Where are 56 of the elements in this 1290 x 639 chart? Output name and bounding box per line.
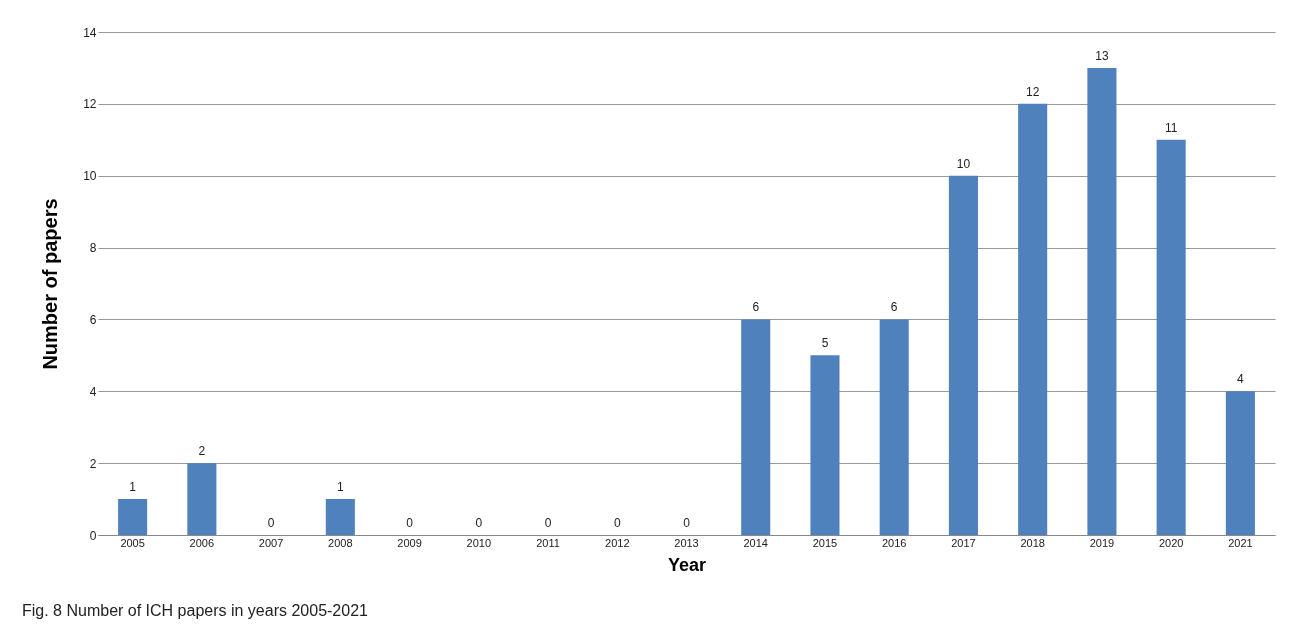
data-label: 10	[956, 156, 971, 171]
bar	[1225, 391, 1255, 535]
data-label: 6	[890, 300, 898, 315]
data-label: 0	[613, 516, 621, 530]
bar	[118, 499, 148, 535]
data-label: 5	[821, 336, 829, 351]
bar	[1156, 139, 1186, 535]
x-tick-label: 2007	[258, 536, 284, 549]
y-tick-label: 14	[83, 25, 97, 40]
x-tick-label: 2006	[189, 536, 215, 549]
data-label: 12	[1026, 84, 1040, 99]
bar	[879, 319, 909, 535]
bar	[810, 355, 840, 535]
y-tick-label: 4	[89, 384, 97, 399]
y-axis-title: Number of papers	[39, 198, 62, 370]
data-label: 0	[267, 516, 275, 530]
data-label: 1	[336, 480, 344, 495]
bar	[325, 499, 355, 535]
data-label: 2	[198, 444, 206, 459]
x-tick-label: 2013	[674, 536, 699, 549]
data-label: 0	[544, 516, 552, 530]
y-tick-label: 6	[89, 312, 97, 327]
bar	[1087, 67, 1117, 535]
x-tick-label: 2019	[1089, 536, 1115, 549]
x-tick-label: 2014	[743, 536, 768, 549]
y-tick-label: 8	[89, 241, 97, 256]
x-tick-label: 2009	[397, 536, 422, 549]
x-tick-label: 2021	[1228, 536, 1253, 549]
bar	[741, 319, 771, 535]
y-tick-label: 2	[89, 456, 97, 471]
data-label: 13	[1095, 48, 1109, 63]
data-label: 1	[129, 480, 137, 495]
y-tick-label: 10	[83, 169, 97, 184]
y-tick-label: 12	[83, 97, 97, 112]
x-tick-label: 2011	[536, 536, 560, 549]
x-tick-label: 2017	[951, 536, 976, 549]
caption: Fig. 8 Number of ICH papers in years 2005-2021	[22, 602, 368, 620]
y-tick-label: 0	[89, 528, 97, 543]
x-tick-label: 2020	[1158, 536, 1184, 549]
data-label: 0	[475, 516, 483, 530]
x-tick-label: 2018	[1020, 536, 1045, 549]
data-label: 0	[406, 516, 414, 530]
x-tick-label: 2015	[812, 536, 838, 549]
x-tick-label: 2012	[605, 536, 630, 549]
data-label: 4	[1237, 372, 1245, 387]
bar	[948, 175, 978, 535]
bar	[187, 463, 217, 535]
data-label: 11	[1164, 120, 1178, 135]
x-tick-label: 2010	[466, 536, 492, 549]
data-label: 0	[683, 516, 691, 530]
x-tick-label: 2016	[881, 536, 907, 549]
data-label: 6	[752, 300, 760, 315]
bar	[1018, 103, 1048, 535]
x-axis-title: Year	[667, 554, 707, 575]
x-tick-label: 2005	[120, 536, 145, 549]
x-tick-label: 2008	[328, 536, 353, 549]
